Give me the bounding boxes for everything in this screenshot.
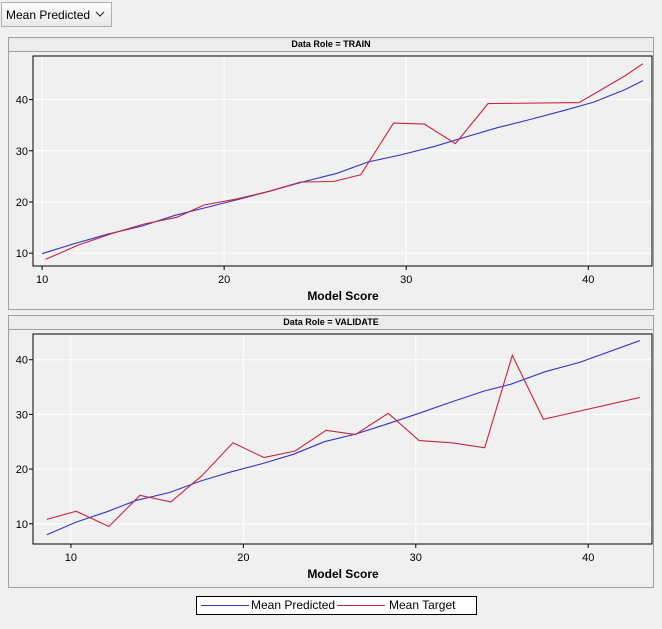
validate-y-tick-label: 30 bbox=[16, 409, 28, 421]
train-chart-panel: Data Role = TRAIN 10 20 30 40 10 20 30 40 Model … bbox=[8, 37, 654, 310]
validate-series-mean-target bbox=[46, 353, 641, 528]
legend-swatch-mean-target bbox=[337, 605, 385, 606]
train-series-mean-predicted bbox=[41, 80, 644, 255]
chart-selector-value: Mean Predicted bbox=[6, 8, 91, 22]
legend-label-mean-target: Mean Target bbox=[389, 598, 456, 612]
train-x-tick-label: 40 bbox=[582, 274, 594, 286]
validate-plot-frame bbox=[32, 333, 653, 545]
validate-plot-area bbox=[32, 333, 653, 545]
legend-item-mean-target: Mean Target bbox=[337, 597, 477, 614]
train-y-tick-label: 40 bbox=[16, 95, 28, 107]
toolbar: Mean Predicted bbox=[0, 0, 662, 30]
validate-x-tick-label: 40 bbox=[582, 552, 594, 564]
train-y-tick-label: 20 bbox=[16, 197, 28, 209]
train-chart-title: Data Role = TRAIN bbox=[9, 38, 653, 52]
train-chart: 10 20 30 40 10 20 30 40 Model Score bbox=[16, 55, 653, 303]
train-x-axis-label: Model Score bbox=[307, 289, 379, 303]
validate-y-tick-label: 20 bbox=[16, 464, 28, 476]
legend-label-mean-predicted: Mean Predicted bbox=[251, 598, 336, 612]
train-plot-frame bbox=[32, 55, 653, 267]
train-x-tick-label: 30 bbox=[400, 274, 412, 286]
train-y-tick-label: 10 bbox=[16, 248, 28, 260]
validate-series-mean-predicted bbox=[46, 340, 641, 536]
legend-swatch-mean-predicted bbox=[201, 605, 249, 606]
validate-x-axis-label: Model Score bbox=[307, 567, 379, 581]
validate-chart-title: Data Role = VALIDATE bbox=[9, 316, 653, 330]
train-x-tick-label: 20 bbox=[218, 274, 230, 286]
validate-x-tick-label: 10 bbox=[65, 552, 77, 564]
train-y-tick-label: 30 bbox=[16, 146, 28, 158]
legend-item-mean-predicted: Mean Predicted bbox=[197, 597, 337, 614]
chart-selector-dropdown[interactable]: Mean Predicted bbox=[1, 2, 112, 27]
train-plot-area bbox=[32, 55, 653, 267]
validate-x-tick-label: 30 bbox=[410, 552, 422, 564]
validate-y-tick-label: 10 bbox=[16, 519, 28, 531]
validate-chart-panel: Data Role = VALIDATE 10 20 30 40 10 20 30 40 Mod… bbox=[8, 315, 654, 588]
chevron-down-icon bbox=[95, 11, 105, 17]
train-x-tick-label: 10 bbox=[36, 274, 48, 286]
train-series-mean-target bbox=[45, 63, 644, 260]
validate-x-tick-label: 20 bbox=[237, 552, 249, 564]
validate-y-tick-label: 40 bbox=[16, 355, 28, 367]
chart-legend: Mean Predicted Mean Target bbox=[196, 596, 477, 615]
validate-chart: 10 20 30 40 10 20 30 40 Model Score bbox=[16, 333, 653, 581]
